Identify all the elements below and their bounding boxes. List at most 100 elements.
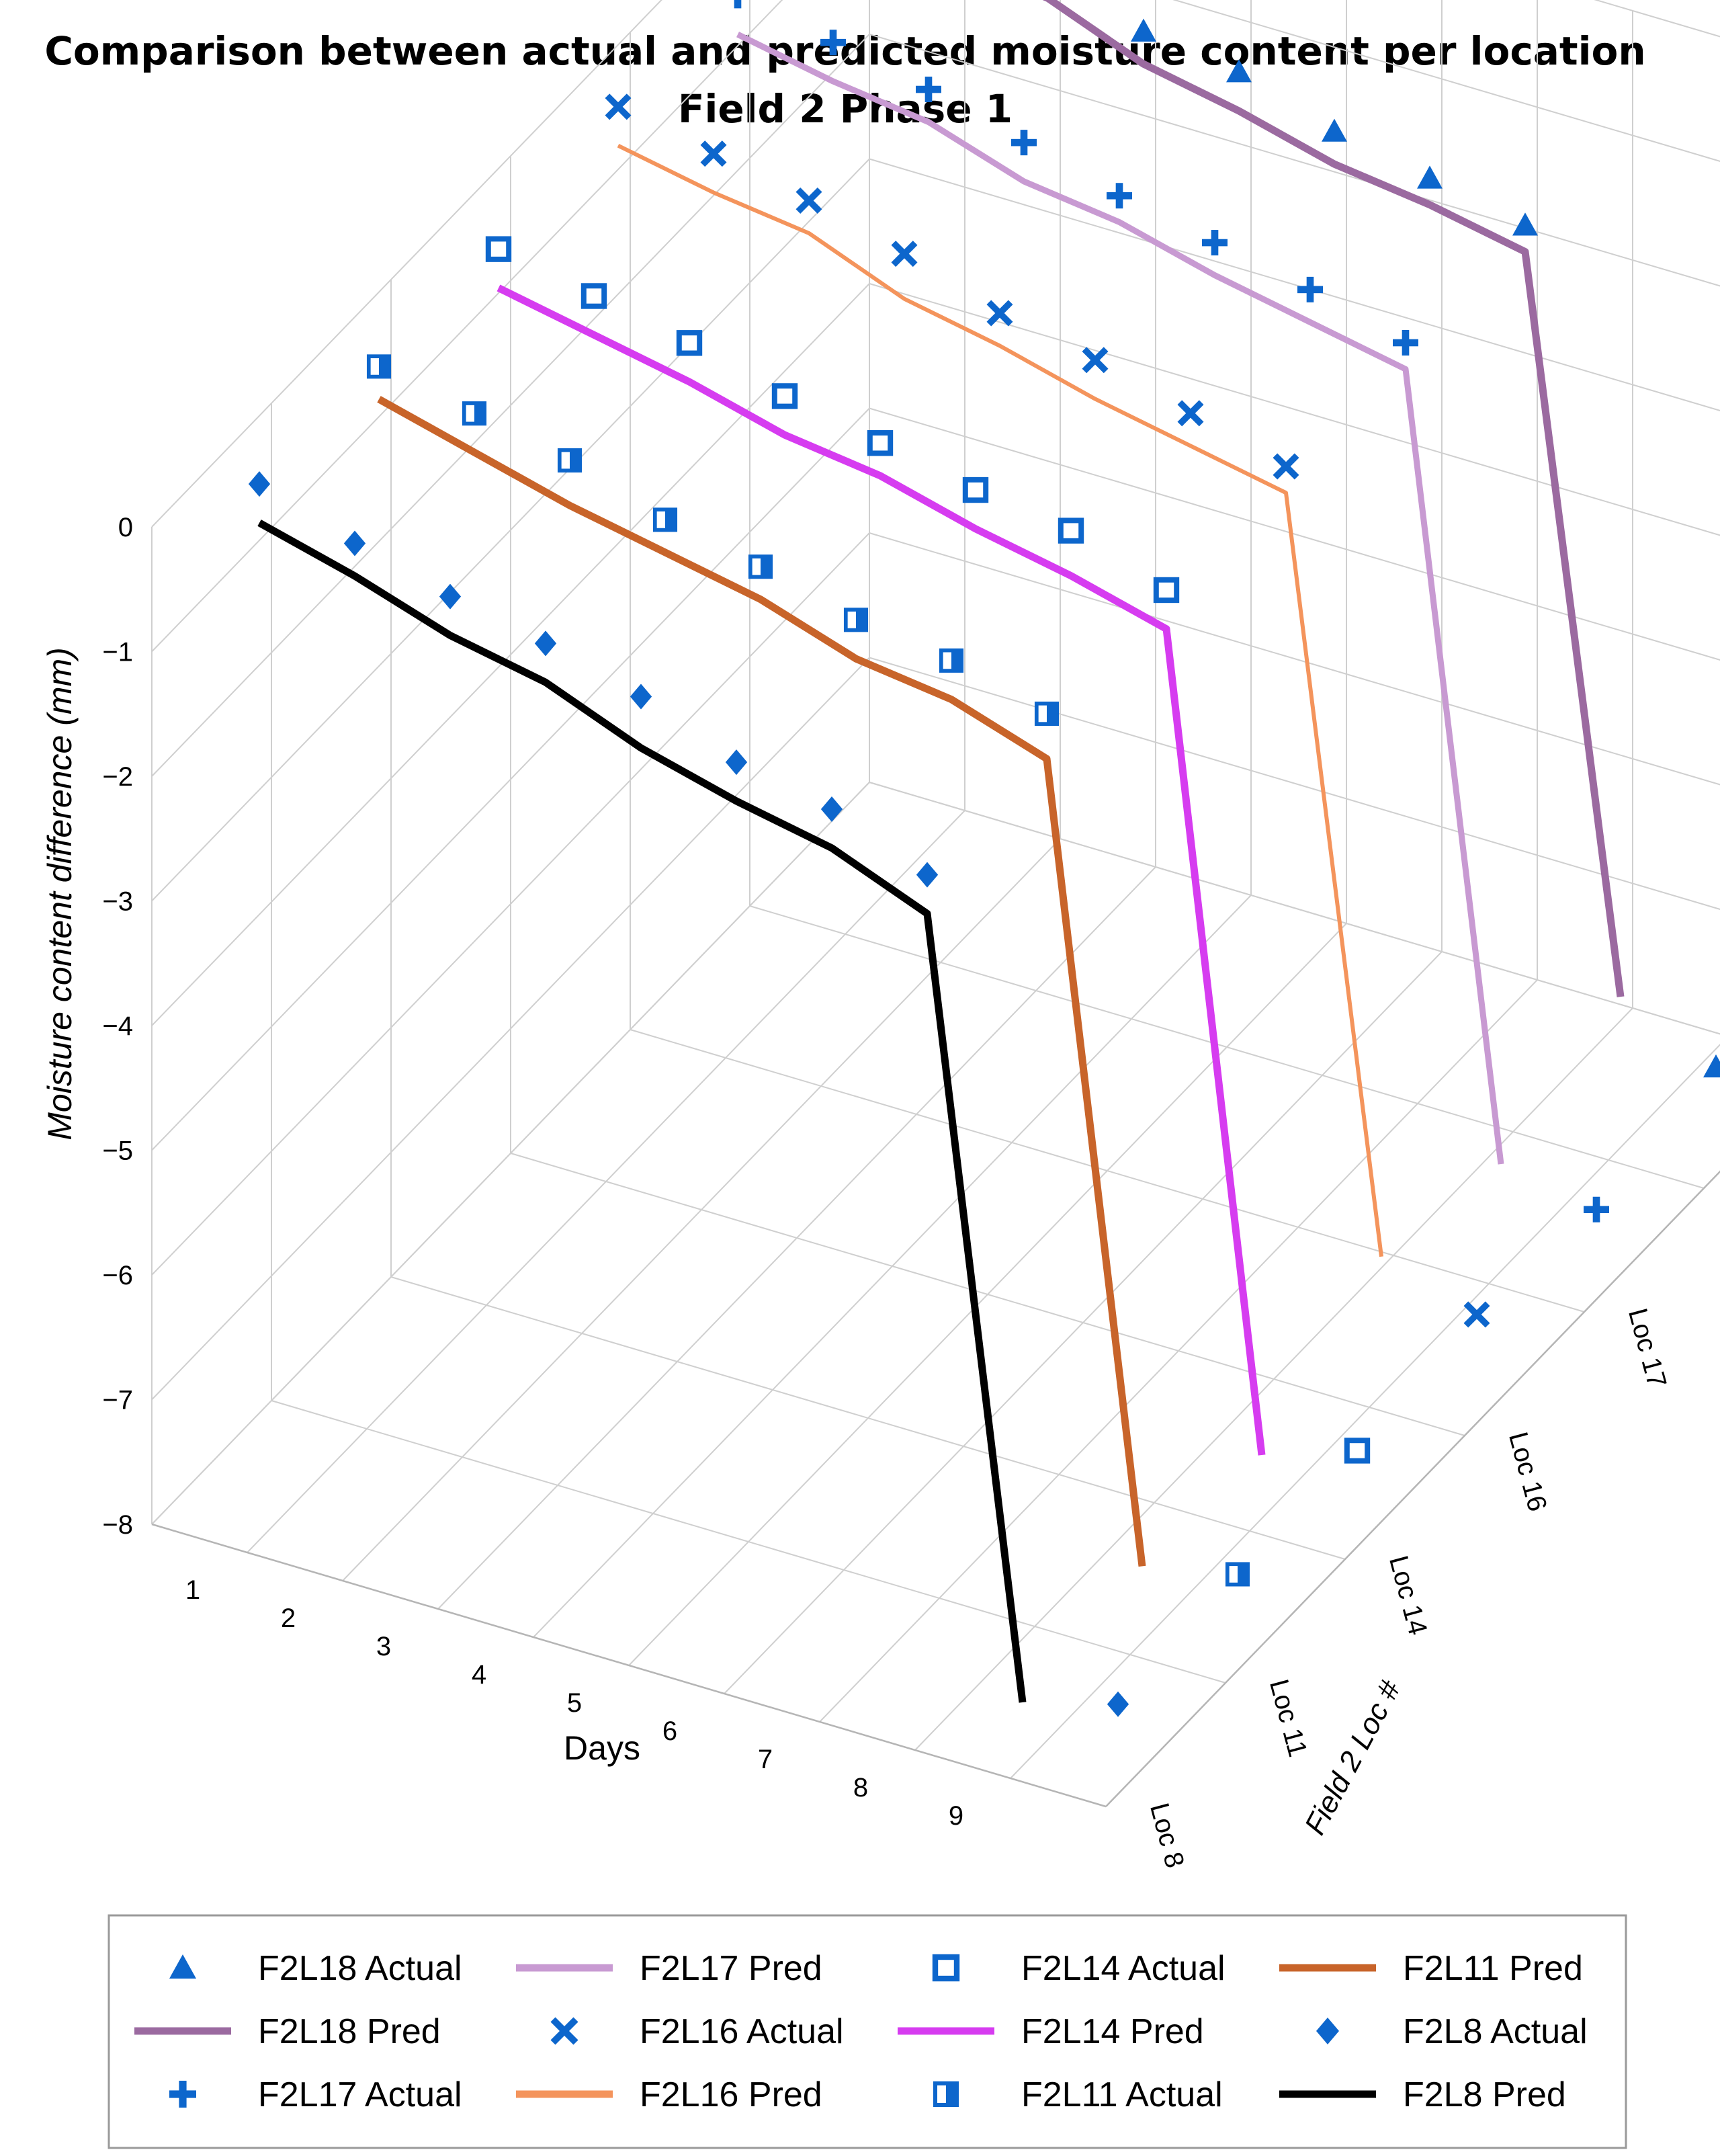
x-tick-label: 2 xyxy=(281,1604,296,1633)
marker-plus xyxy=(916,77,941,103)
marker-diamond xyxy=(820,796,843,822)
marker-half-square xyxy=(939,648,964,673)
marker-x xyxy=(796,187,822,214)
x-tick-label: 3 xyxy=(376,1632,391,1661)
grid-line xyxy=(1010,1043,1720,1779)
z-axis-title: Field 2 Loc # xyxy=(1298,1675,1407,1840)
axes: 0 −1 −2 −3 −4 −5 −6 −7 −8 1 2 3 4 5 6 7 8 9 Loc 8 Loc 11 Loc… xyxy=(102,513,1672,1871)
grid-line xyxy=(869,782,1720,1035)
pred-line-F2L14 xyxy=(497,284,1266,1456)
y-tick-label: −3 xyxy=(102,887,133,917)
legend-item: F2L8 Actual xyxy=(1316,2012,1588,2051)
legend-label: F2L16 Pred xyxy=(640,2075,822,2114)
floor-edge xyxy=(151,1523,1107,1808)
grid-line xyxy=(869,158,1720,411)
legend-item: F2L8 Pred xyxy=(1279,2075,1566,2114)
y-tick-label: −8 xyxy=(102,1510,133,1540)
y-tick-label: −2 xyxy=(102,762,133,792)
legend-label: F2L11 Actual xyxy=(1021,2075,1223,2114)
legend-label: F2L14 Actual xyxy=(1021,1949,1226,1988)
marker-plus xyxy=(1297,276,1323,302)
x-tick-label: 7 xyxy=(758,1745,773,1774)
y-tick-label: −7 xyxy=(102,1386,133,1415)
series-F2L18 xyxy=(1042,0,1720,1078)
marker-diamond xyxy=(725,749,748,776)
z-tick-label: Loc 8 xyxy=(1144,1800,1190,1871)
grid-line xyxy=(630,1029,1585,1313)
grid-line xyxy=(151,34,870,777)
marker-open-square xyxy=(580,283,607,309)
marker-diamond xyxy=(534,630,557,657)
marker-plus xyxy=(1393,329,1418,356)
marker-half-square xyxy=(557,448,583,473)
grid-line xyxy=(869,532,1720,786)
grid-line xyxy=(151,657,870,1401)
z-tick-label: Loc 16 xyxy=(1503,1429,1553,1514)
marker-plus xyxy=(169,2081,196,2108)
pred-line-F2L11 xyxy=(377,396,1146,1567)
marker-half-square xyxy=(1225,1562,1250,1587)
grid-line xyxy=(869,407,1720,661)
marker-half-square xyxy=(748,554,773,579)
marker-half-square xyxy=(1034,701,1060,727)
marker-diamond xyxy=(439,583,462,610)
marker-open-square xyxy=(932,1954,960,1982)
marker-plus xyxy=(734,0,742,9)
pred-line-F2L17 xyxy=(736,32,1504,1165)
grid-line xyxy=(869,657,1720,910)
grid-line xyxy=(151,158,870,902)
marker-diamond xyxy=(343,530,366,556)
grid-line xyxy=(869,782,1720,1035)
x-axis-title: Days xyxy=(564,1729,640,1767)
marker-plus xyxy=(1107,183,1132,209)
legend-item: F2L17 Pred xyxy=(516,1949,822,1988)
marker-open-square xyxy=(962,476,989,503)
marker-open-square xyxy=(1058,517,1084,544)
pred-line-F2L18 xyxy=(1042,0,1625,997)
marker-half-square xyxy=(843,608,869,632)
series-F2L8 xyxy=(248,471,1129,1717)
y-tick-label: −1 xyxy=(102,638,133,667)
series xyxy=(248,0,1720,1717)
marker-x xyxy=(550,2017,578,2045)
marker-open-square xyxy=(676,330,703,356)
marker-open-square xyxy=(1153,577,1180,604)
grid xyxy=(151,0,1720,1808)
legend-label: F2L16 Actual xyxy=(640,2012,844,2051)
marker-triangle xyxy=(1703,1054,1720,1078)
marker-x xyxy=(891,241,918,267)
marker-diamond xyxy=(248,471,271,497)
marker-plus xyxy=(820,30,846,56)
marker-half-square xyxy=(366,354,392,379)
grid-line xyxy=(151,407,870,1151)
marker-triangle xyxy=(1512,212,1538,236)
grid-line xyxy=(869,283,1720,536)
legend-item: F2L18 Pred xyxy=(134,2012,441,2051)
y-tick-label: 0 xyxy=(118,513,133,542)
legend-label: F2L8 Actual xyxy=(1403,2012,1588,2051)
legend-label: F2L17 Actual xyxy=(258,2075,462,2114)
floor-edge xyxy=(1105,1170,1720,1807)
x-tick-label: 6 xyxy=(662,1716,677,1746)
x-tick-label: 4 xyxy=(472,1660,486,1690)
grid-line xyxy=(151,283,870,1026)
z-tick-label: Loc 11 xyxy=(1264,1676,1313,1760)
legend-label: F2L14 Pred xyxy=(1021,2012,1204,2051)
marker-open-square xyxy=(771,383,798,409)
y-tick-label: −4 xyxy=(102,1011,133,1041)
marker-x xyxy=(986,300,1013,327)
marker-diamond xyxy=(1107,1691,1129,1717)
legend-item: F2L16 Actual xyxy=(550,2012,844,2051)
x-tick-label: 9 xyxy=(949,1801,963,1831)
legend-label: F2L17 Pred xyxy=(640,1949,822,1988)
series-F2L14 xyxy=(485,236,1371,1464)
grid-line xyxy=(510,1153,1465,1436)
marker-diamond xyxy=(630,683,652,710)
marker-plus xyxy=(1202,230,1228,256)
marker-x xyxy=(1177,400,1204,427)
grid-line xyxy=(1172,0,1720,162)
marker-open-square xyxy=(867,430,894,456)
legend-label: F2L18 Actual xyxy=(258,1949,462,1988)
x-tick-label: 8 xyxy=(853,1773,868,1802)
